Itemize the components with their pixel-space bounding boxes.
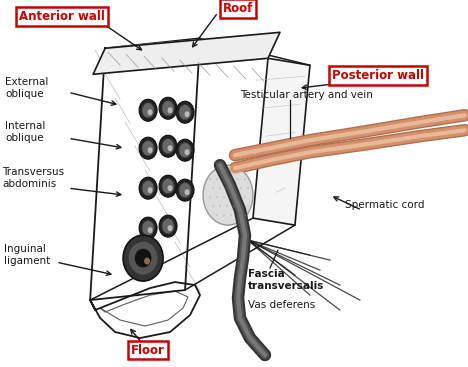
Ellipse shape xyxy=(226,187,228,189)
Ellipse shape xyxy=(139,99,157,121)
Ellipse shape xyxy=(142,221,154,236)
Ellipse shape xyxy=(233,187,235,189)
Ellipse shape xyxy=(128,241,158,275)
Ellipse shape xyxy=(247,205,249,207)
Ellipse shape xyxy=(184,149,190,155)
Text: Roof: Roof xyxy=(223,2,253,15)
Ellipse shape xyxy=(209,178,211,180)
Ellipse shape xyxy=(135,249,151,267)
Ellipse shape xyxy=(240,205,242,207)
Ellipse shape xyxy=(244,196,246,198)
Ellipse shape xyxy=(244,214,246,216)
Ellipse shape xyxy=(212,205,214,207)
Ellipse shape xyxy=(139,177,157,199)
Ellipse shape xyxy=(162,139,174,154)
Ellipse shape xyxy=(216,178,218,180)
Ellipse shape xyxy=(209,196,211,198)
Ellipse shape xyxy=(168,185,173,191)
Ellipse shape xyxy=(168,225,173,231)
Ellipse shape xyxy=(219,205,221,207)
Ellipse shape xyxy=(203,165,253,225)
Ellipse shape xyxy=(223,178,225,180)
Ellipse shape xyxy=(147,109,153,115)
Ellipse shape xyxy=(230,196,232,198)
Ellipse shape xyxy=(179,183,191,198)
Ellipse shape xyxy=(147,147,153,153)
Ellipse shape xyxy=(184,111,190,117)
Ellipse shape xyxy=(144,258,150,265)
Ellipse shape xyxy=(219,187,221,189)
Polygon shape xyxy=(90,38,200,300)
Ellipse shape xyxy=(209,214,211,216)
Text: Testicular artery and vein: Testicular artery and vein xyxy=(240,90,373,100)
Ellipse shape xyxy=(147,227,153,233)
Polygon shape xyxy=(253,58,310,225)
Text: Vas deferens: Vas deferens xyxy=(248,300,315,310)
Ellipse shape xyxy=(212,187,214,189)
Ellipse shape xyxy=(159,175,177,197)
Ellipse shape xyxy=(162,179,174,194)
Text: External
oblique: External oblique xyxy=(5,77,49,99)
Ellipse shape xyxy=(233,205,235,207)
Ellipse shape xyxy=(168,107,173,113)
Ellipse shape xyxy=(176,101,194,123)
Ellipse shape xyxy=(237,196,239,198)
Text: Fascia
transversalis: Fascia transversalis xyxy=(248,269,324,291)
Ellipse shape xyxy=(176,139,194,161)
Ellipse shape xyxy=(139,217,157,239)
Text: Internal
oblique: Internal oblique xyxy=(5,121,45,143)
Ellipse shape xyxy=(176,179,194,201)
Text: Inguinal
ligament: Inguinal ligament xyxy=(4,244,51,266)
Ellipse shape xyxy=(159,97,177,119)
Ellipse shape xyxy=(237,214,239,216)
Ellipse shape xyxy=(159,215,177,237)
Ellipse shape xyxy=(139,137,157,159)
Text: Posterior wall: Posterior wall xyxy=(332,69,424,82)
Ellipse shape xyxy=(168,145,173,151)
Text: Floor: Floor xyxy=(131,344,165,356)
Ellipse shape xyxy=(147,187,153,193)
Ellipse shape xyxy=(244,178,246,180)
Text: Transversus
abdominis: Transversus abdominis xyxy=(2,167,64,189)
Ellipse shape xyxy=(230,178,232,180)
Ellipse shape xyxy=(223,214,225,216)
Ellipse shape xyxy=(162,219,174,234)
Ellipse shape xyxy=(226,205,228,207)
Ellipse shape xyxy=(237,178,239,180)
Polygon shape xyxy=(93,32,280,74)
Ellipse shape xyxy=(247,187,249,189)
Text: Spermatic cord: Spermatic cord xyxy=(345,200,424,210)
Ellipse shape xyxy=(162,101,174,116)
Ellipse shape xyxy=(230,214,232,216)
Polygon shape xyxy=(90,282,200,338)
Ellipse shape xyxy=(223,196,225,198)
Ellipse shape xyxy=(142,181,154,196)
Ellipse shape xyxy=(216,196,218,198)
Ellipse shape xyxy=(240,187,242,189)
Text: Anterior wall: Anterior wall xyxy=(19,10,105,23)
Ellipse shape xyxy=(179,143,191,158)
Ellipse shape xyxy=(142,103,154,118)
Ellipse shape xyxy=(159,135,177,157)
Ellipse shape xyxy=(142,141,154,156)
Ellipse shape xyxy=(179,105,191,120)
Ellipse shape xyxy=(184,189,190,195)
Ellipse shape xyxy=(216,214,218,216)
Ellipse shape xyxy=(123,235,163,281)
